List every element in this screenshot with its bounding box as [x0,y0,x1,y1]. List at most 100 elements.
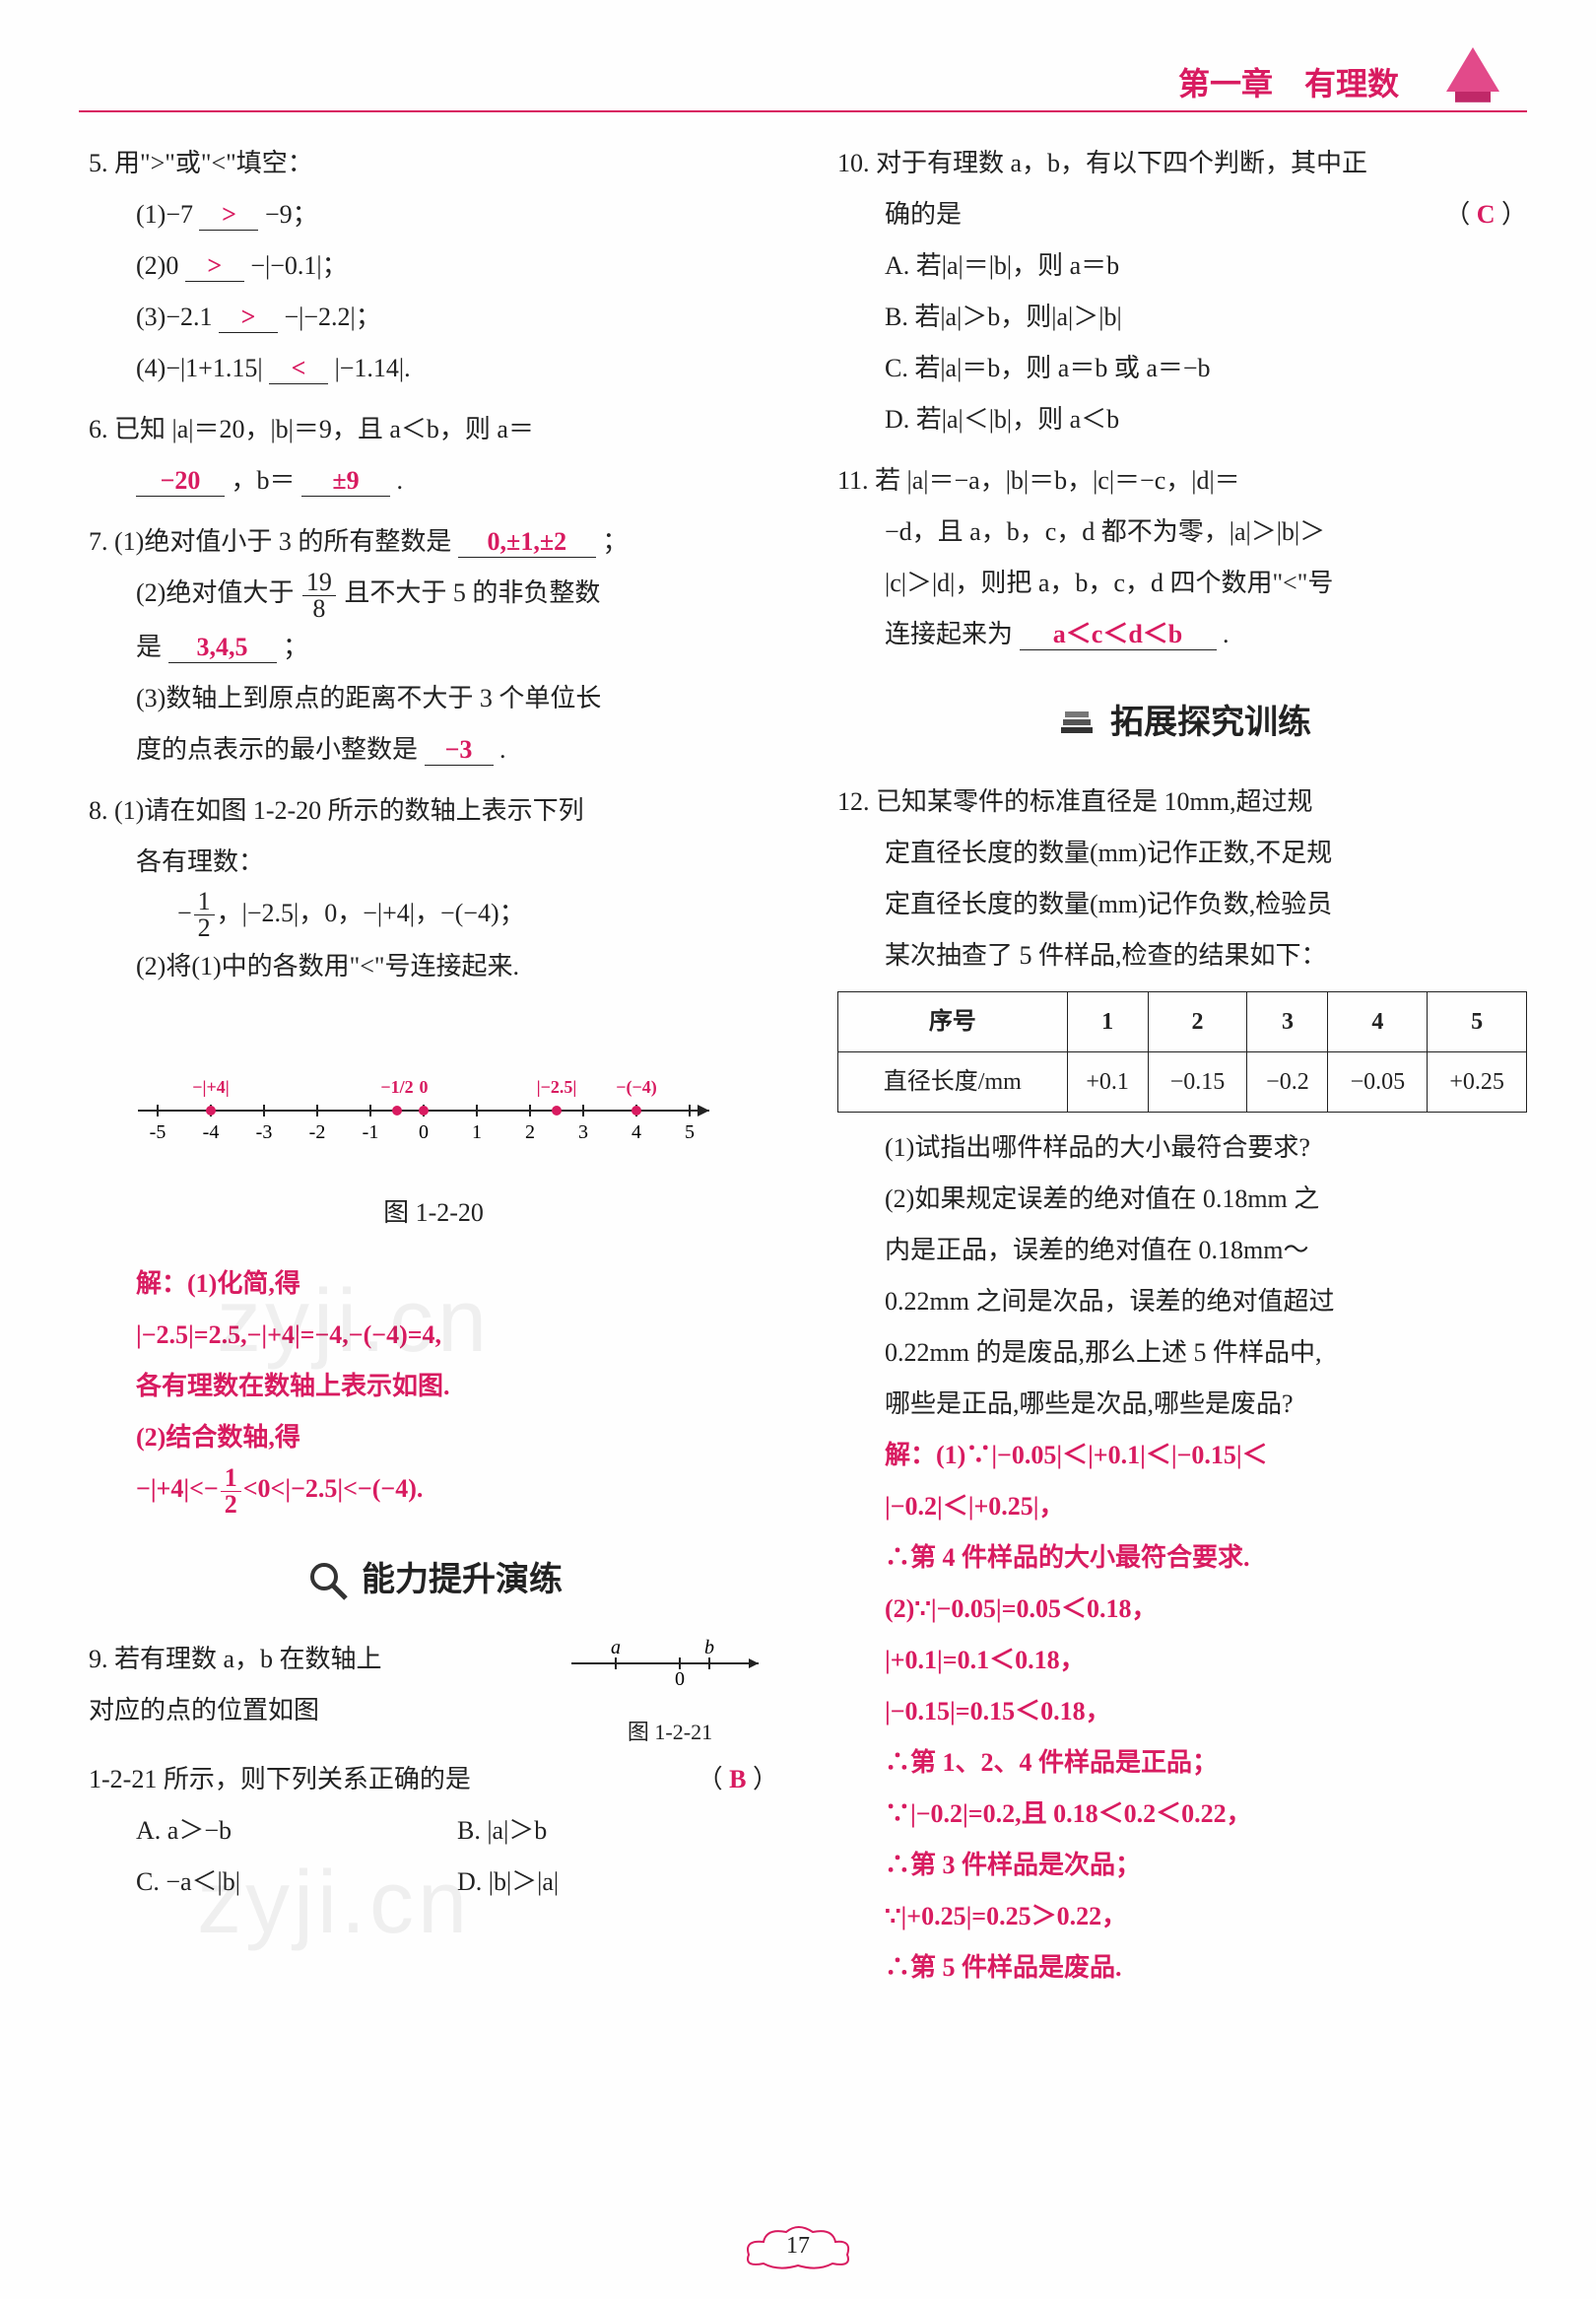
question-10: 10. 对于有理数 a，b，有以下四个判断，其中正 确的是 （ C ） A. 若… [837,138,1527,445]
section-ability-label: 能力提升演练 [362,1547,563,1614]
q9-fig-caption: 图 1-2-21 [562,1711,778,1754]
q5-4-answer: < [269,353,328,384]
q12-stem-1: 定直径长度的数量(mm)记作正数,不足规 [837,828,1527,879]
number-line-figure: -5-4-3-2-1012345 −|+4|−1/20|−2.5|−(−4) 图… [89,1012,778,1239]
q12-p2-4: 哪些是正品,哪些是次品,哪些是废品? [837,1379,1527,1430]
q7-2-fraction: 19 8 [302,570,336,622]
q6-answer-a: −20 [136,465,225,497]
q6-answer-b: ±9 [301,465,390,497]
svg-text:4: 4 [632,1121,641,1143]
svg-text:−1/2: −1/2 [380,1077,413,1097]
frac-num: 19 [302,570,336,596]
q5-4-label: (4)−|1+1.15| [136,354,263,382]
question-6: 6. 已知 |a|＝20，|b|＝9，且 a＜b，则 a＝ −20 ，b＝ ±9… [89,404,778,507]
q8-sol-2: 各有理数在数轴上表示如图. [89,1361,778,1412]
q9-opt-a: A. a＞−b [136,1805,457,1857]
q5-2-answer: > [185,250,244,282]
q10-opt-a: A. 若|a|＝|b|，则 a＝b [837,240,1527,292]
q6-stem: 6. 已知 |a|＝20，|b|＝9，且 a＜b，则 a＝ [89,415,534,443]
q5-stem: 5. 用">"或"<"填空： [89,138,778,189]
q10-stem-a: 10. 对于有理数 a，b，有以下四个判断，其中正 [837,138,1527,189]
q8-expression: −12，|−2.5|，0，−|+4|，−(−4)； [89,888,778,942]
svg-text:−|+4|: −|+4| [192,1077,229,1097]
q7-2-end: ； [283,633,308,661]
q11-stem-c: |c|＞|d|，则把 a，b，c，d 四个数用"<"号 [837,558,1527,609]
svg-text:3: 3 [578,1121,588,1143]
svg-text:-4: -4 [203,1121,220,1143]
q11-stem-a: 11. 若 |a|＝−a，|b|＝b，|c|＝−c，|d|＝ [837,455,1527,507]
books-icon [1053,700,1100,747]
svg-text:a: a [611,1637,621,1658]
q7-2-answer: 3,4,5 [168,632,277,663]
q12-sol-6: ∴第 1、2、4 件样品是正品； [837,1737,1527,1789]
q9-opt-b: B. |a|＞b [457,1805,778,1857]
q11-answer: a＜c＜d＜b [1020,619,1217,650]
row-label: 直径长度/mm [838,1052,1068,1113]
q5-1-label: (1)−7 [136,200,193,229]
mini-number-line-svg: a b 0 [562,1634,778,1693]
svg-text:0: 0 [420,1077,429,1097]
th-3: 3 [1247,992,1328,1052]
magnifier-icon [304,1557,352,1604]
book-decoration-icon [1429,30,1517,118]
frac-num: 1 [194,889,215,915]
svg-text:-5: -5 [150,1121,166,1143]
q12-stem-0: 12. 已知某零件的标准直径是 10mm,超过规 [837,777,1527,828]
question-9: 9. 若有理数 a，b 在数轴上 对应的点的位置如图 a b 0 图 1-2- [89,1634,778,1908]
q10-answer: C [1477,200,1496,229]
q8-sol-1: |−2.5|=2.5,−|+4|=−4,−(−4)=4, [89,1310,778,1361]
q5-3-answer: > [219,302,278,333]
cell-5: +0.25 [1428,1052,1527,1113]
q7-2-stem-b: 且不大于 5 的非负整数 [344,578,600,607]
q5-4-after: |−1.14|. [335,354,411,382]
q12-sol-9: ∵|+0.25|=0.25＞0.22， [837,1891,1527,1942]
right-column: 10. 对于有理数 a，b，有以下四个判断，其中正 确的是 （ C ） A. 若… [837,138,1527,2003]
svg-text:-2: -2 [309,1121,326,1143]
table-header-row: 序号 1 2 3 4 5 [838,992,1527,1052]
q10-opt-c: C. 若|a|＝b，则 a＝b 或 a＝−b [837,343,1527,394]
q8-1a: 8. (1)请在如图 1-2-20 所示的数轴上表示下列 [89,785,778,837]
q12-p2-2: 0.22mm 之间是次品，误差的绝对值超过 [837,1276,1527,1327]
section-explore-label: 拓展探究训练 [1110,690,1311,757]
q12-sol-3: (2)∵|−0.05|=0.05＜0.18， [837,1584,1527,1635]
svg-text:-3: -3 [256,1121,273,1143]
svg-text:0: 0 [419,1121,429,1143]
frac-den: 2 [221,1492,241,1518]
q5-3-after: −|−2.2|； [284,303,380,331]
q12-sol-2: ∴第 4 件样品的大小最符合要求. [837,1532,1527,1584]
cell-2: −0.15 [1148,1052,1247,1113]
q7-2-stem-c: 是 [136,633,162,661]
q12-stem-3: 某次抽查了 5 件样品,检查的结果如下： [837,930,1527,981]
q9-answer: B [729,1765,746,1793]
frac-den: 8 [308,596,329,622]
q7-2-stem-a: (2)绝对值大于 [136,578,294,607]
q12-p2-1: 内是正品，误差的绝对值在 0.18mm～ [837,1225,1527,1276]
q12-p2-0: (2)如果规定误差的绝对值在 0.18mm 之 [837,1174,1527,1225]
q7-1-stem: 7. (1)绝对值小于 3 的所有整数是 [89,527,451,556]
question-11: 11. 若 |a|＝−a，|b|＝b，|c|＝−c，|d|＝ −d，且 a，b，… [837,455,1527,660]
q11-end: . [1223,620,1230,648]
q7-3-stem-a: (3)数轴上到原点的距离不大于 3 个单位长 [89,673,778,724]
q9-stem-b: 对应的点的位置如图 [89,1685,542,1736]
q9-mini-figure: a b 0 图 1-2-21 [562,1634,778,1754]
th-seq: 序号 [838,992,1068,1052]
q12-p2-3: 0.22mm 的是废品,那么上述 5 件样品中, [837,1327,1527,1379]
th-2: 2 [1148,992,1247,1052]
svg-text:-1: -1 [363,1121,379,1143]
q7-1-end: ； [602,527,628,556]
q12-p1: (1)试指出哪件样品的大小最符合要求? [837,1122,1527,1174]
header-divider [79,110,1527,112]
q7-1-answer: 0,±1,±2 [458,526,596,558]
th-5: 5 [1428,992,1527,1052]
section-ability-title: 能力提升演练 [89,1547,778,1614]
q12-sol-8: ∴第 3 件样品是次品； [837,1840,1527,1891]
question-12: 12. 已知某零件的标准直径是 10mm,超过规 定直径长度的数量(mm)记作正… [837,777,1527,1994]
q11-stem-b: −d，且 a，b，c，d 都不为零，|a|＞|b|＞ [837,507,1527,558]
q5-2-after: −|−0.1|； [250,251,347,280]
q8-sol-0: 解：(1)化简,得 [89,1258,778,1310]
q12-sol-10: ∴第 5 件样品是废品. [837,1942,1527,1994]
q12-sol-4: |+0.1|=0.1＜0.18， [837,1635,1527,1686]
question-5: 5. 用">"或"<"填空： (1)−7 > −9； (2)0 > −|−0.1… [89,138,778,394]
q6-end: . [397,466,404,495]
q10-opt-b: B. 若|a|＞b，则|a|＞|b| [837,292,1527,343]
